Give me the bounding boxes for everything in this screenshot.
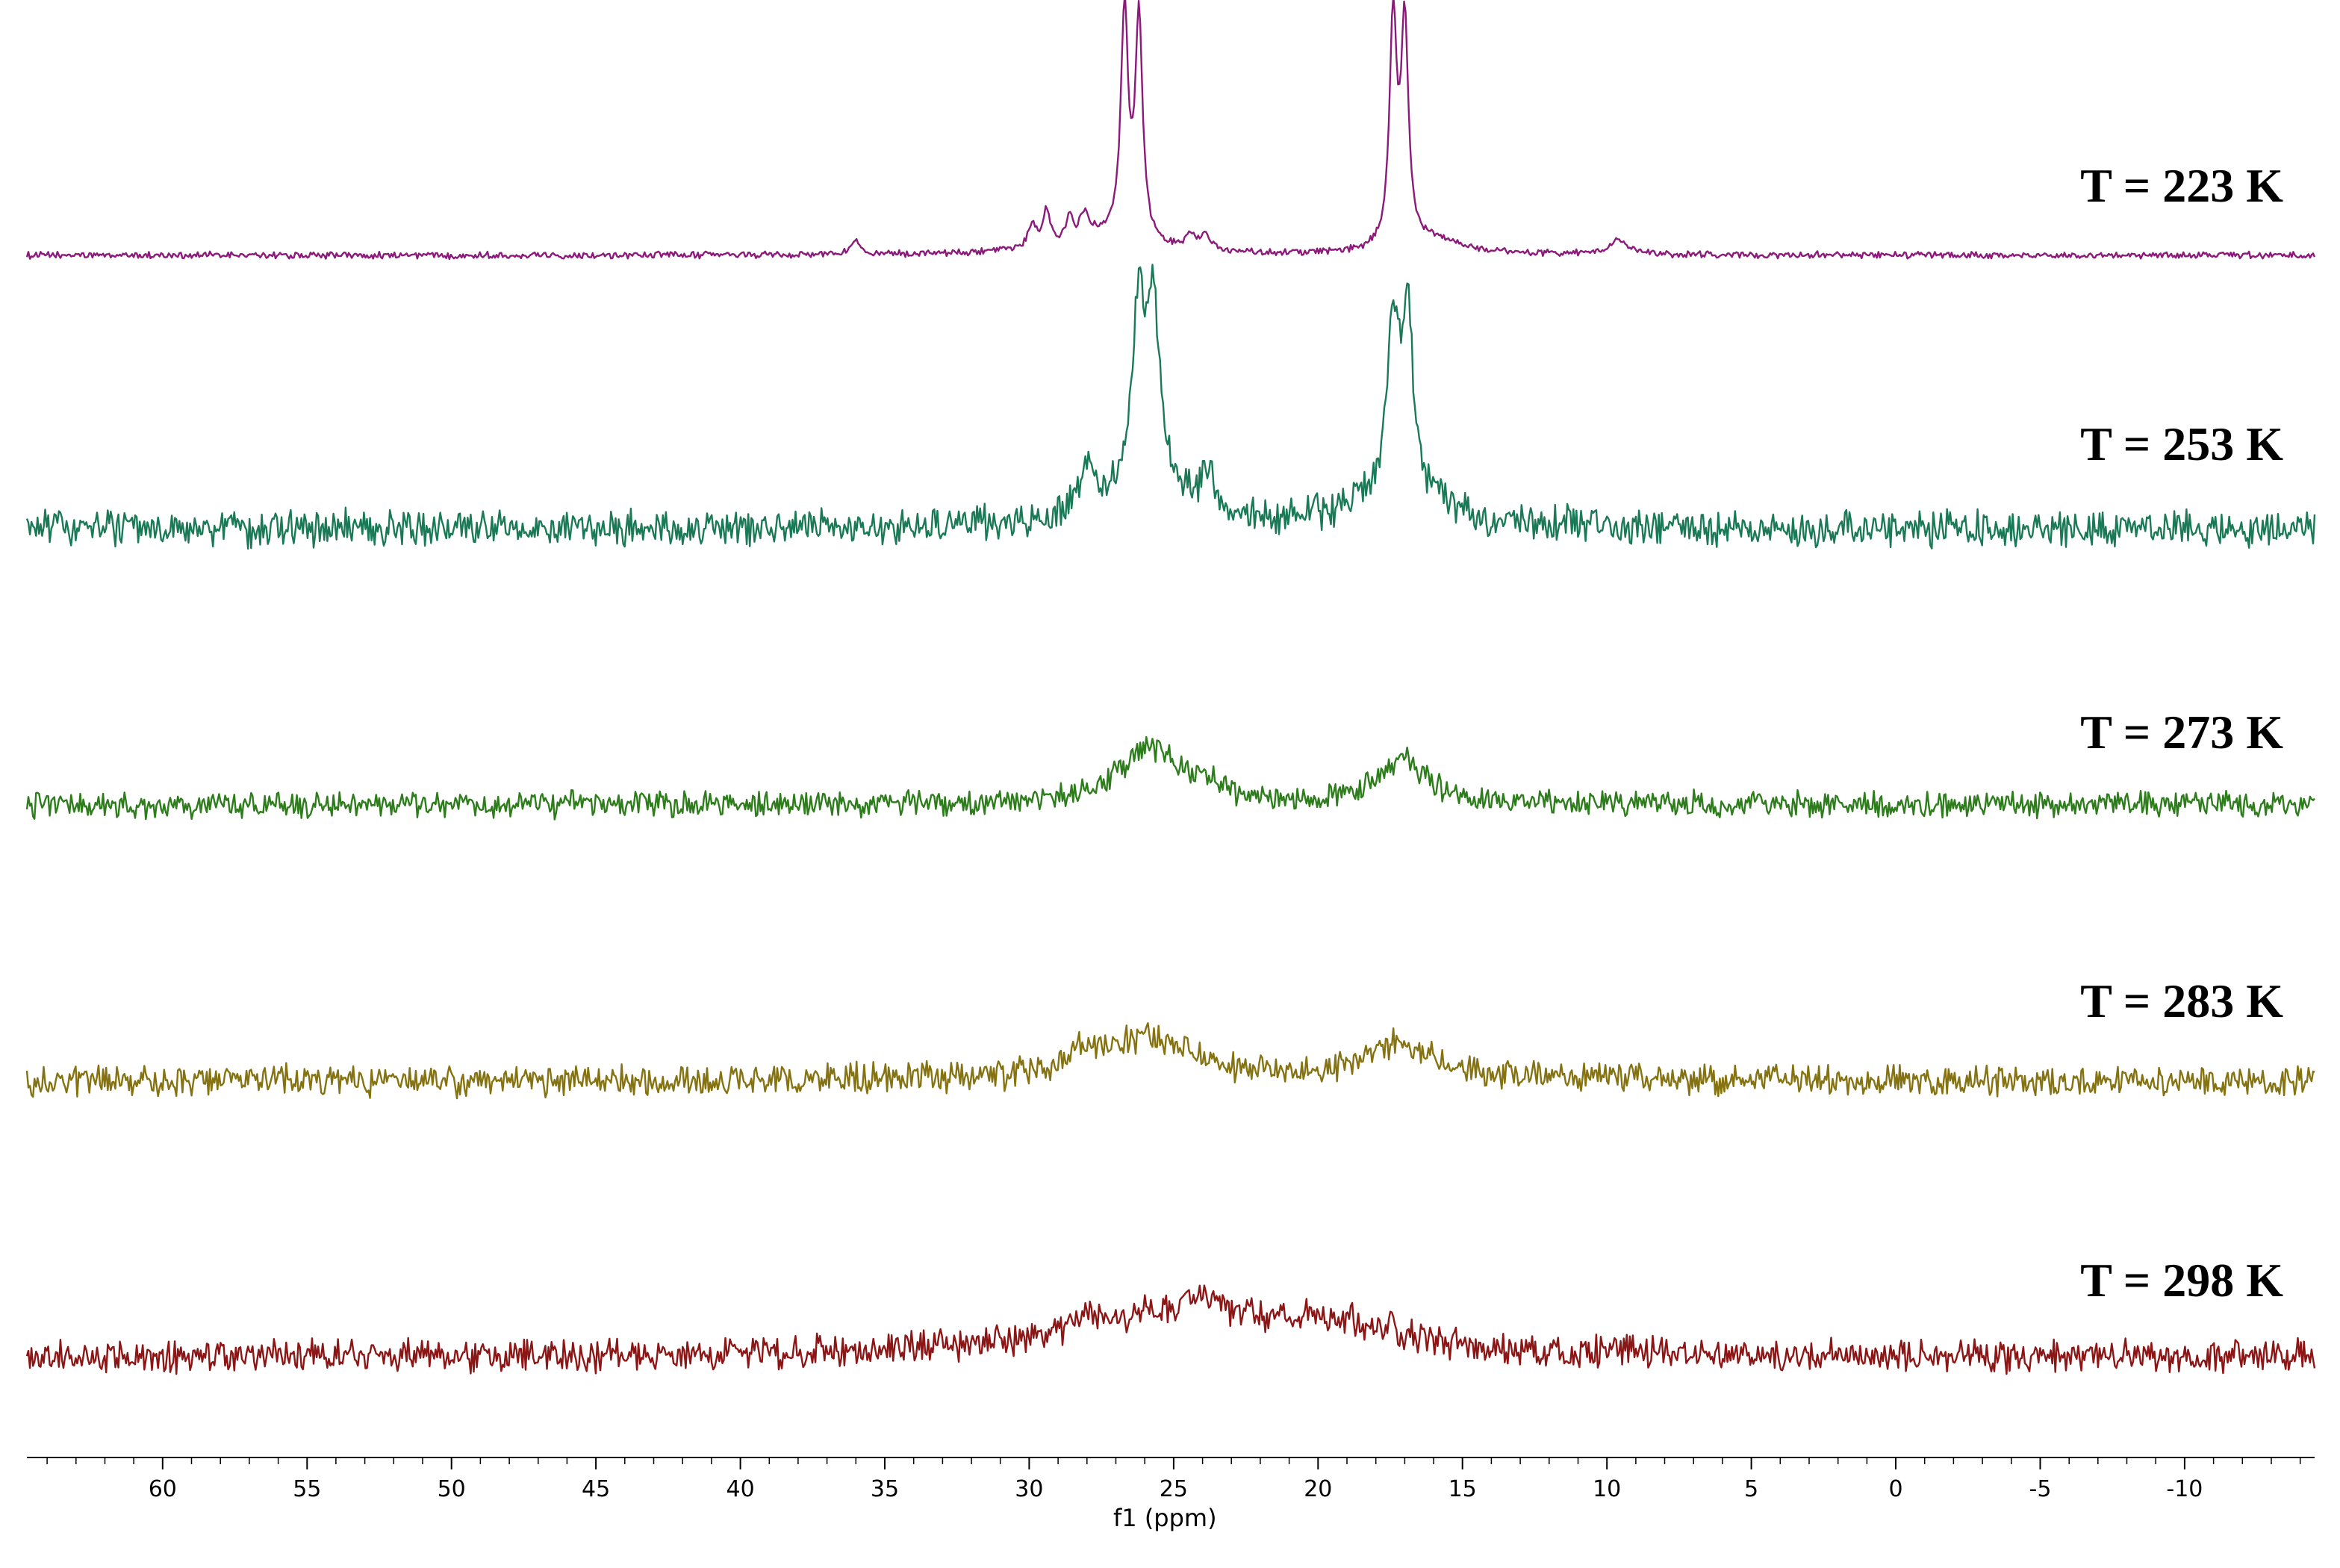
x-tick-label: 20: [1304, 1476, 1332, 1502]
x-tick-label: 10: [1593, 1476, 1621, 1502]
trace-label-5: T = 298 K: [2080, 1254, 2283, 1307]
x-tick-label: 25: [1160, 1476, 1188, 1502]
trace-label-3: T = 273 K: [2080, 706, 2283, 759]
spectrum-trace-2: [25, 264, 2316, 550]
trace-label-1: T = 223 K: [2080, 159, 2283, 212]
trace-label-2: T = 253 K: [2080, 417, 2283, 470]
spectrum-trace-5: [25, 1284, 2316, 1375]
x-tick-label: 50: [438, 1476, 466, 1502]
spectrum-trace-1: [25, 0, 2316, 261]
spectra-traces: [25, 0, 2316, 1375]
spectrum-trace-4: [25, 1022, 2315, 1100]
x-tick-label: 45: [582, 1476, 610, 1502]
x-tick-label: 40: [726, 1476, 755, 1502]
x-axis-ticks: 60 55 50 45 40 35 30 25 20 15 10 5 0 -5 -10: [46, 1457, 2301, 1502]
x-tick-label: 30: [1015, 1476, 1043, 1502]
x-tick-label: -5: [2029, 1476, 2052, 1502]
x-tick-label: 35: [871, 1476, 899, 1502]
x-tick-label: 55: [293, 1476, 321, 1502]
spectrum-trace-3: [25, 735, 2315, 821]
x-axis: 60 55 50 45 40 35 30 25 20 15 10 5 0 -5 -10 f1 (ppm): [27, 1457, 2315, 1532]
trace-labels: T = 223 K T = 253 K T = 273 K T = 283 K T = …: [2080, 159, 2283, 1307]
x-axis-title: f1 (ppm): [1113, 1504, 1217, 1532]
x-tick-label: 0: [1888, 1476, 1902, 1502]
x-tick-label: -10: [2166, 1476, 2203, 1502]
x-tick-label: 5: [1744, 1476, 1758, 1502]
x-tick-label: 60: [149, 1476, 177, 1502]
x-tick-label: 15: [1449, 1476, 1477, 1502]
trace-label-4: T = 283 K: [2080, 974, 2283, 1027]
